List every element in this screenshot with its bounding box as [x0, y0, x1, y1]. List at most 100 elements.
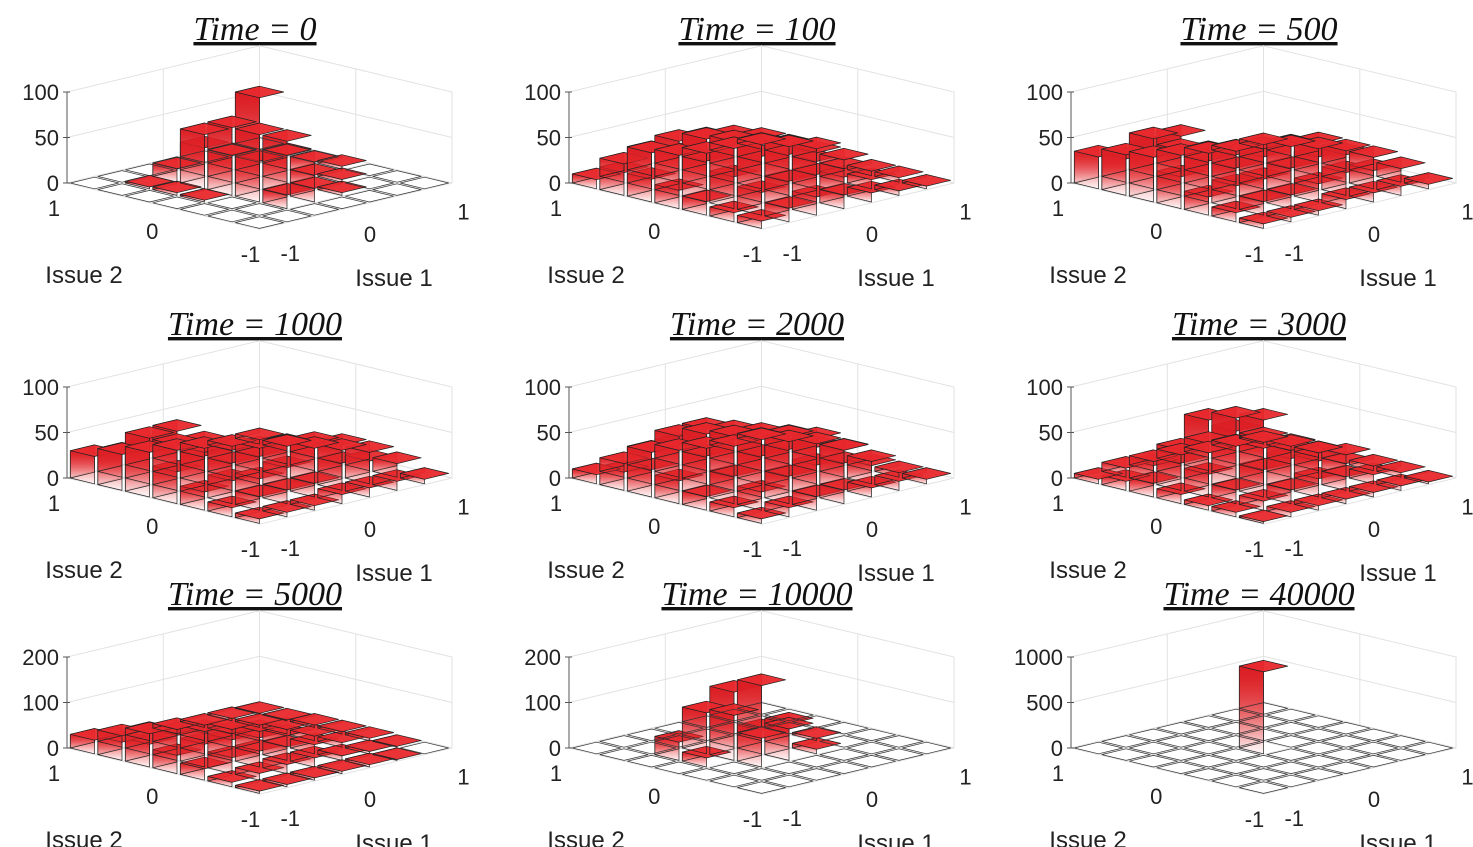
bar — [847, 755, 896, 768]
floor-gridline — [1070, 477, 1264, 525]
bar-top — [207, 143, 257, 156]
z-gridline — [568, 655, 955, 703]
x-axis-label: Issue 1 — [355, 265, 432, 292]
issue1-tick-label: -1 — [280, 536, 300, 561]
bar-top — [1348, 454, 1399, 467]
y-axis-label: Issue 2 — [45, 827, 122, 847]
bar — [152, 157, 202, 170]
bar — [791, 136, 842, 163]
bar — [262, 434, 312, 452]
bar — [317, 196, 367, 209]
bar — [234, 713, 285, 728]
bar — [1239, 755, 1288, 768]
bar — [682, 768, 731, 781]
panel-title: Time = 100 — [678, 11, 835, 48]
bar — [1266, 735, 1316, 748]
bar — [682, 728, 731, 741]
bar — [874, 735, 924, 748]
bar — [235, 137, 284, 150]
issue1-tick-label: 0 — [1368, 222, 1380, 247]
bar — [152, 180, 202, 196]
bar — [1294, 768, 1343, 781]
bar — [372, 170, 422, 183]
bar — [1211, 761, 1261, 774]
bar — [1376, 735, 1426, 748]
floor-gridline — [1070, 182, 1264, 230]
issue1-tick-label: 0 — [866, 517, 878, 542]
bar — [152, 717, 202, 735]
bar — [599, 451, 649, 478]
bar — [1239, 715, 1288, 728]
issue2-tick-label: 1 — [1052, 491, 1064, 516]
z-tick-label: 100 — [524, 375, 561, 400]
floor-gridline — [1263, 477, 1457, 525]
bar — [97, 442, 147, 478]
bar — [70, 176, 119, 190]
bar — [180, 150, 229, 163]
issue2-tick-label: -1 — [1245, 242, 1265, 267]
issue1-tick-label: -1 — [1284, 536, 1304, 561]
issue1-tick-label: 1 — [457, 200, 469, 225]
floor-gridline — [259, 747, 453, 795]
bar — [234, 701, 285, 715]
x-axis-label: Issue 1 — [1359, 830, 1436, 847]
bar — [372, 451, 422, 478]
bar — [399, 467, 450, 485]
z-tick-label: 50 — [35, 126, 59, 151]
z-gridline — [66, 385, 453, 433]
z-tick-label: 50 — [35, 421, 59, 446]
bar — [1404, 741, 1453, 755]
bar-top — [901, 174, 952, 187]
bar — [819, 147, 869, 170]
z-gridline — [1070, 385, 1457, 433]
bar — [901, 467, 952, 485]
z-tick-label: 100 — [1026, 375, 1063, 400]
issue2-tick-label: 0 — [1150, 514, 1162, 539]
wall-gridline — [1166, 363, 1361, 455]
bar — [317, 167, 367, 183]
bar — [1376, 748, 1426, 761]
floor-gridline — [596, 740, 790, 789]
z-tick-label: 50 — [537, 126, 561, 151]
panel-title: Time = 40000 — [1163, 576, 1354, 613]
bar — [737, 715, 786, 728]
bar — [152, 196, 202, 209]
bar-top — [344, 726, 395, 739]
z-tick-label: 0 — [1051, 171, 1063, 196]
bar — [400, 176, 449, 190]
issue1-tick-label: 0 — [866, 222, 878, 247]
floor-gridline — [761, 477, 955, 525]
bar-top — [874, 460, 924, 474]
panel-title: Time = 2000 — [670, 306, 844, 343]
y-axis-label: Issue 2 — [1049, 827, 1126, 847]
issue2-tick-label: 1 — [550, 196, 562, 221]
bar — [1184, 715, 1233, 728]
bar — [791, 737, 842, 755]
issue1-tick-label: 1 — [959, 765, 971, 790]
x-axis-label: Issue 1 — [857, 265, 934, 292]
bar — [737, 702, 786, 715]
z-tick-label: 0 — [549, 736, 561, 761]
bar-top — [846, 159, 897, 172]
bar — [1238, 659, 1289, 755]
issue1-tick-label: 1 — [457, 765, 469, 790]
bar-top — [791, 431, 842, 445]
issue2-tick-label: -1 — [743, 242, 763, 267]
issue2-tick-label: 1 — [48, 491, 60, 516]
bar-top — [152, 419, 202, 432]
bar — [1239, 702, 1288, 715]
bar — [262, 707, 312, 722]
z-gridline — [66, 655, 453, 703]
floor-gridline — [1125, 714, 1319, 762]
bar-top — [317, 719, 367, 733]
issue2-tick-label: 0 — [1150, 219, 1162, 244]
bar — [317, 180, 367, 196]
floor-gridline — [1208, 734, 1402, 782]
bar — [290, 150, 339, 163]
bar — [1403, 172, 1454, 190]
issue1-tick-label: 0 — [866, 787, 878, 812]
bar — [874, 748, 924, 761]
bar — [317, 719, 367, 735]
